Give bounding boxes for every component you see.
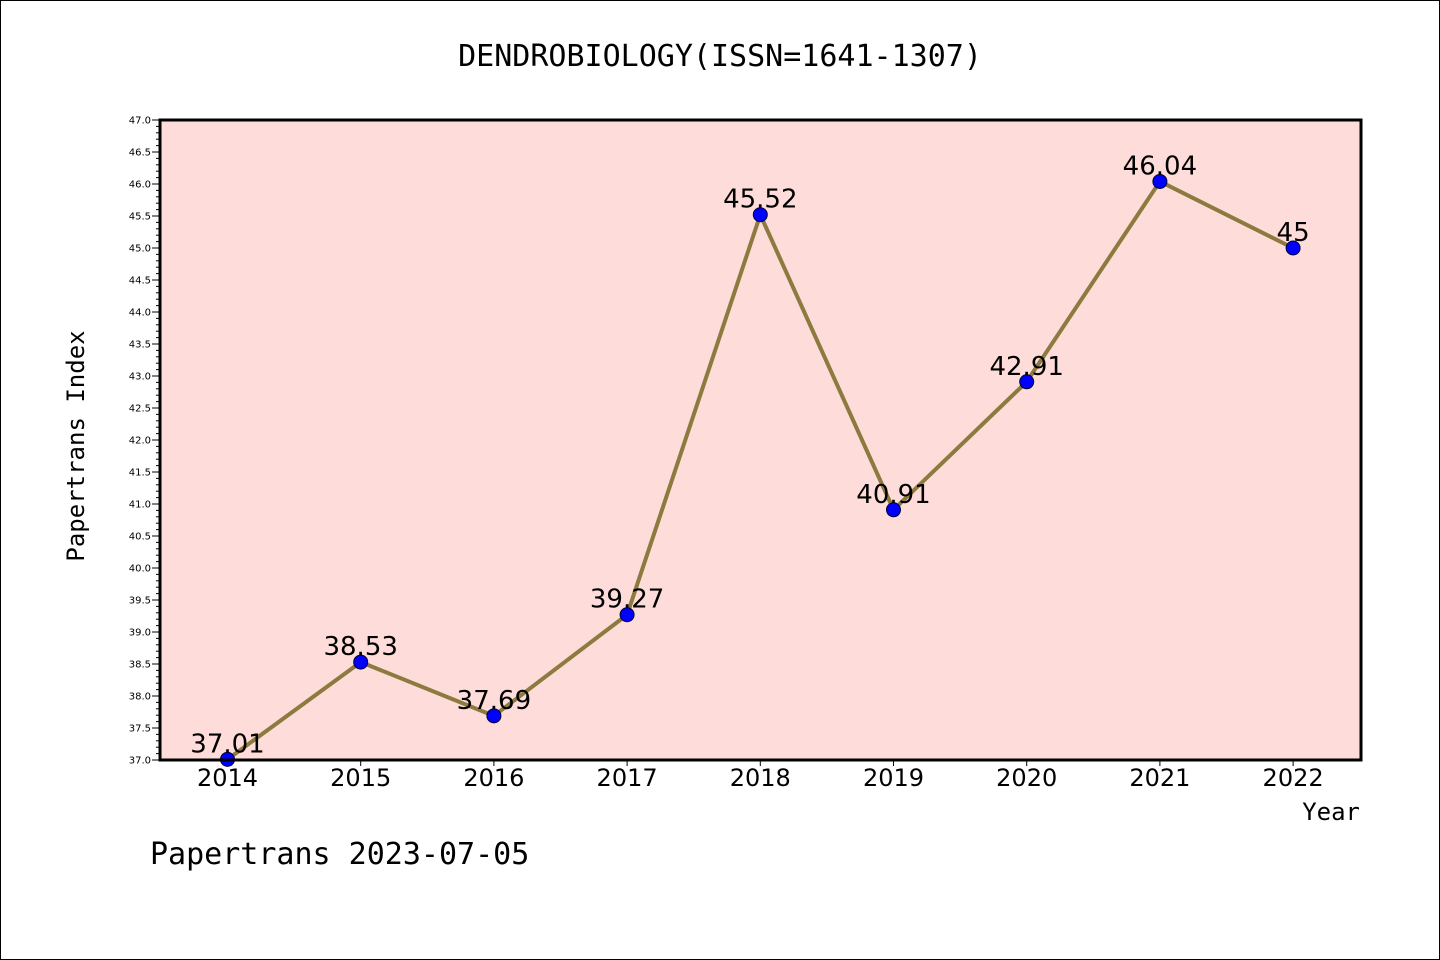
- x-tick-label: 2017: [597, 764, 658, 792]
- data-point: [1019, 374, 1035, 390]
- x-tick-label: 2022: [1263, 764, 1324, 792]
- data-label: 37.69: [457, 686, 531, 716]
- data-point: [1152, 173, 1168, 189]
- x-tick-label: 2015: [330, 764, 391, 792]
- data-point: [1285, 240, 1301, 256]
- x-axis-title: Year: [1302, 798, 1360, 826]
- y-tick-label: 41.5: [129, 468, 151, 479]
- data-label: 40.91: [856, 480, 930, 510]
- data-point: [353, 654, 369, 670]
- data-point: [752, 207, 768, 223]
- y-axis-tick-labels: 37.0 37.5 38.0 38.5 39.0 39.5 40.0 40.5 41.0 41.5…: [129, 116, 151, 767]
- data-point: [886, 502, 901, 518]
- y-tick-label: 37.0: [129, 756, 151, 767]
- x-tick-label: 2014: [197, 764, 258, 792]
- data-label: 45: [1277, 218, 1310, 248]
- x-tick-label: 2016: [463, 764, 524, 792]
- y-tick-label: 44.5: [129, 276, 151, 287]
- footer-credit: Papertrans 2023-07-05: [150, 837, 529, 872]
- y-tick-label: 43.0: [129, 372, 151, 383]
- x-tick-label: 2020: [996, 764, 1057, 792]
- y-tick-label: 39.5: [129, 596, 151, 607]
- x-tick-label: 2021: [1129, 764, 1190, 792]
- y-tick-label: 42.5: [129, 404, 151, 415]
- data-labels: 37.01 38.53 37.69 39.27 45.52 40.91 42.91 46.04…: [190, 151, 1309, 759]
- data-label: 45.52: [723, 185, 797, 215]
- x-axis-tick-labels: 2014 2015 2016 2017 2018 2019 2020 2021 2022: [197, 764, 1324, 792]
- plot-border: [158, 118, 1363, 762]
- data-label: 39.27: [590, 585, 664, 615]
- y-tick-label: 45.5: [129, 212, 151, 223]
- y-tick-label: 41.0: [129, 500, 151, 511]
- y-tick-label: 46.5: [129, 148, 151, 159]
- data-label: 37.01: [190, 729, 264, 759]
- y-tick-label: 40.5: [129, 532, 151, 543]
- data-label: 42.91: [989, 352, 1063, 382]
- y-tick-label: 37.5: [129, 724, 151, 735]
- y-tick-label: 38.5: [129, 660, 151, 671]
- data-label: 38.53: [323, 632, 397, 662]
- y-tick-label: 46.0: [129, 180, 151, 191]
- y-tick-label: 38.0: [129, 692, 151, 703]
- x-tick-label: 2019: [863, 764, 924, 792]
- y-tick-label: 43.5: [129, 340, 151, 351]
- series-markers: [220, 173, 1301, 767]
- y-tick-label: 45.0: [129, 244, 151, 255]
- plot-area: [160, 120, 1361, 760]
- data-point: [619, 607, 635, 623]
- data-point: [486, 708, 502, 724]
- y-tick-label: 39.0: [129, 628, 151, 639]
- data-label: 46.04: [1123, 151, 1197, 181]
- y-tick-label: 47.0: [129, 116, 151, 127]
- y-axis-title: Papertrans Index: [62, 330, 90, 561]
- chart-title: DENDROBIOLOGY(ISSN=1641-1307): [458, 39, 982, 74]
- y-tick-label: 42.0: [129, 436, 151, 447]
- x-tick-label: 2018: [730, 764, 791, 792]
- y-tick-label: 44.0: [129, 308, 151, 319]
- y-tick-label: 40.0: [129, 564, 151, 575]
